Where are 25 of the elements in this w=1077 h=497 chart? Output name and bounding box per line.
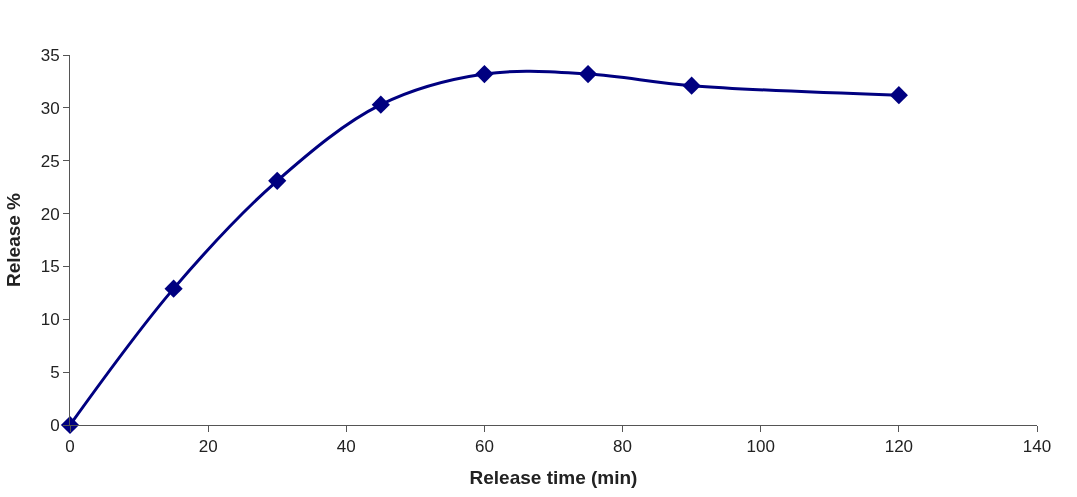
point (164, 279, 183, 298)
x-tick-label: 0 (65, 437, 75, 457)
point (578, 64, 598, 84)
point (268, 171, 287, 190)
y-tick-label: 30 (40, 98, 60, 118)
y-tick-label: 0 (50, 415, 60, 435)
y-tick-label: 25 (40, 151, 60, 171)
y-tick-label: 10 (40, 310, 60, 330)
x-tick-label: 120 (884, 437, 914, 457)
point (682, 76, 701, 95)
y-tick-label: 20 (40, 204, 60, 224)
x-tick-label: 80 (613, 437, 633, 457)
x-tick-label: 60 (474, 437, 494, 457)
x-tick-label: 140 (1022, 437, 1052, 457)
point (889, 86, 908, 105)
y-tick-label: 15 (40, 257, 60, 277)
point (475, 64, 494, 84)
x-tick-label: 100 (746, 437, 775, 457)
x-axis-title: Release time (min) (469, 467, 638, 489)
y-tick-label: 35 (40, 45, 60, 65)
point (371, 95, 390, 114)
y-tick-label: 5 (50, 363, 60, 383)
x-tick-label: 40 (336, 437, 356, 457)
y-axis-title: Release % (2, 192, 24, 288)
x-tick-label: 20 (198, 437, 218, 457)
